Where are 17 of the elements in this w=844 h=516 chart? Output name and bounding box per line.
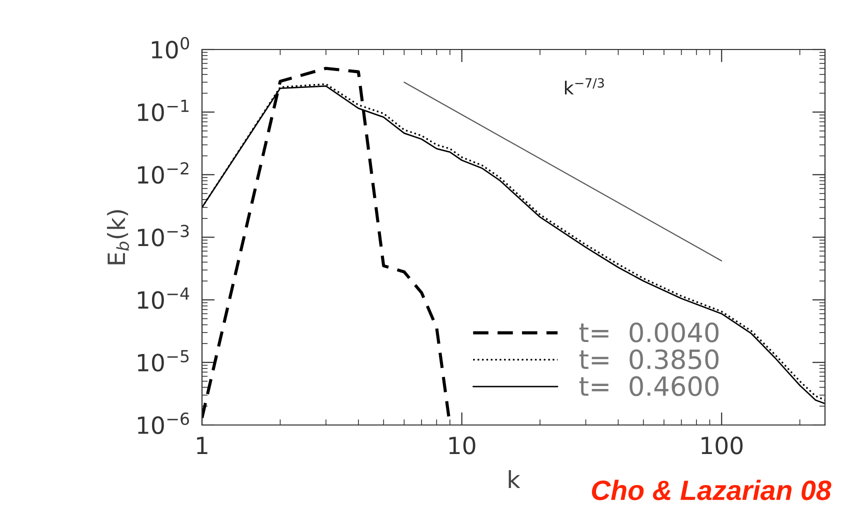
y-tick-label: 10$^{−6}$ [138,412,189,434]
legend-label: t= 0.4600 [579,376,719,396]
legend-label: t= 0.0040 [579,322,719,342]
y-axis-title: E$_{b}$(k) [106,210,130,264]
y-tick-label: 10$^{0}$ [152,36,190,59]
x-tick-label: 1 [197,436,208,454]
annotation: k$^{−7/3}$ [564,78,604,94]
y-tick-label: 10$^{−2}$ [138,162,188,184]
y-tick-label: 10$^{−1}$ [138,100,189,122]
x-tick-label: 100 [702,436,743,454]
y-tick-label: 10$^{−5}$ [138,350,189,372]
x-tick-label: 10 [449,436,476,454]
text: Cho & Lazarian 08 [592,480,832,500]
y-tick-label: 10$^{−3}$ [138,224,189,246]
x-axis-title: k [508,470,520,488]
y-tick-label: 10$^{−4}$ [138,288,190,309]
legend-label: t= 0.3850 [579,349,719,370]
